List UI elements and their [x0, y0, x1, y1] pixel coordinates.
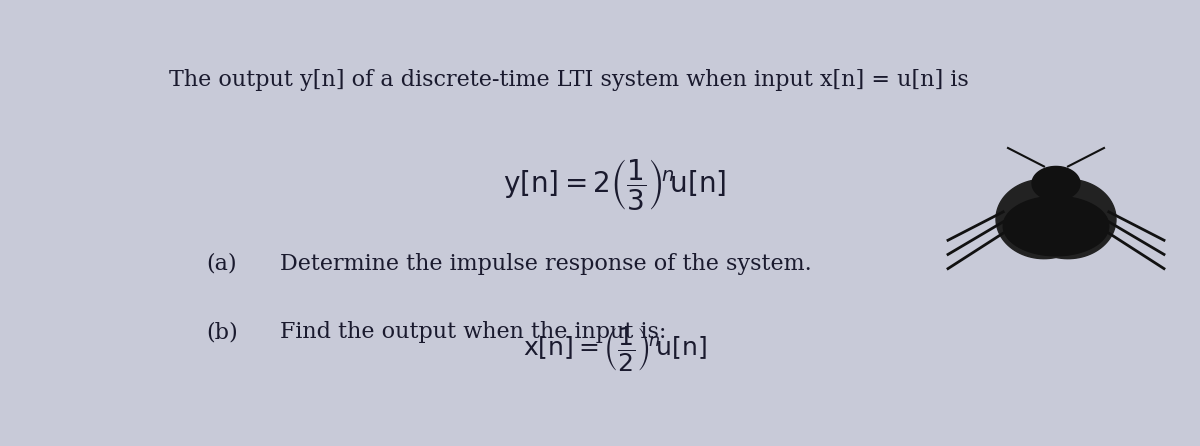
Polygon shape [1003, 196, 1109, 256]
Text: Find the output when the input is:: Find the output when the input is: [281, 322, 666, 343]
Text: $\mathrm{x[n]} = \left(\dfrac{1}{2}\right)^{\!n}\! \mathrm{u[n]}$: $\mathrm{x[n]} = \left(\dfrac{1}{2}\righ… [523, 325, 707, 373]
Polygon shape [1020, 179, 1116, 259]
Text: (b): (b) [206, 322, 238, 343]
Text: The output y[n] of a discrete-time LTI system when input x[n] = u[n] is: The output y[n] of a discrete-time LTI s… [168, 69, 968, 91]
Text: $\mathrm{y[n]} = 2\left(\dfrac{1}{3}\right)^{\!n}\! \mathrm{u[n]}$: $\mathrm{y[n]} = 2\left(\dfrac{1}{3}\rig… [503, 157, 727, 211]
Polygon shape [1032, 166, 1080, 201]
Text: (a): (a) [206, 253, 236, 275]
Polygon shape [996, 179, 1092, 259]
Text: Determine the impulse response of the system.: Determine the impulse response of the sy… [281, 253, 812, 275]
